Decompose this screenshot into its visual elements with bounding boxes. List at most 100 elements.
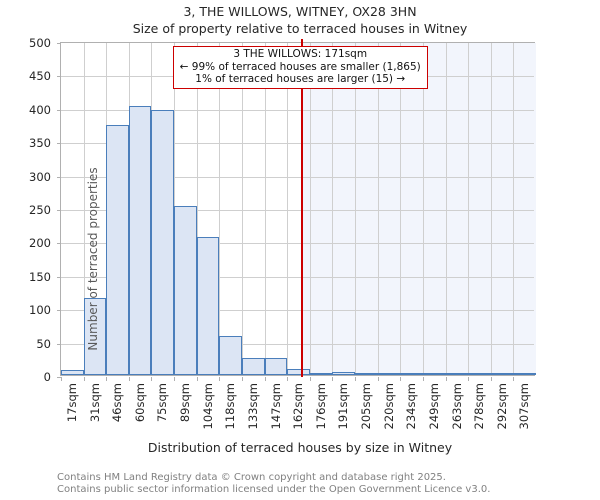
gridline-vertical [446, 43, 447, 375]
gridline-vertical [513, 43, 514, 375]
annotation-line-2: ← 99% of terraced houses are smaller (1,… [179, 60, 421, 73]
x-axis-tick [468, 377, 470, 381]
histogram-bar [490, 373, 514, 375]
histogram-bar [151, 110, 175, 375]
gridline-vertical [355, 43, 356, 375]
histogram-bar [309, 373, 333, 375]
x-axis-tick [196, 377, 198, 381]
chart-title-block: 3, THE WILLOWS, WITNEY, OX28 3HN Size of… [0, 3, 600, 37]
x-axis-tick [309, 377, 311, 381]
y-axis-tick [57, 210, 61, 211]
x-axis-tick-label: 205sqm [359, 383, 374, 430]
gridline-vertical [287, 43, 288, 375]
y-axis-tick-label: 400 [29, 102, 51, 117]
x-axis-tick [83, 377, 85, 381]
y-axis-tick [57, 243, 61, 245]
gridline-vertical [378, 43, 379, 375]
gridline-horizontal [61, 109, 534, 111]
gridline-vertical [197, 43, 198, 375]
histogram-bar [196, 237, 220, 375]
histogram-bar [377, 373, 401, 375]
x-axis-tick-label: 191sqm [336, 383, 351, 430]
y-axis-tick [57, 343, 61, 345]
page-title: 3, THE WILLOWS, WITNEY, OX28 3HN [183, 4, 417, 19]
x-axis-tick [400, 377, 402, 381]
gridline-vertical [423, 43, 424, 375]
histogram-bar [445, 373, 469, 375]
histogram-bar [128, 106, 152, 375]
x-axis-tick-label: 234sqm [404, 383, 419, 430]
histogram-bar [106, 125, 129, 375]
x-axis-tick-label: 46sqm [110, 383, 125, 423]
y-axis-tick-label: 500 [29, 36, 51, 50]
property-size-marker-line [301, 39, 304, 377]
x-axis-tick-label: 60sqm [132, 383, 147, 423]
gridline-vertical [332, 43, 333, 375]
gridline-vertical [265, 43, 266, 375]
histogram-bar [241, 358, 265, 375]
histogram-bar [513, 373, 536, 375]
footer-attribution: Contains HM Land Registry data © Crown c… [57, 472, 597, 495]
gridline-horizontal [61, 176, 534, 178]
histogram-bar [422, 373, 446, 375]
histogram-bar [332, 371, 356, 375]
gridline-vertical [84, 43, 85, 375]
y-axis-tick [57, 143, 61, 145]
x-axis-tick [287, 377, 289, 381]
gridline-vertical [219, 43, 220, 375]
plot-area: 0 50 100 150 200 250 300 350 400 450 500 17sqm 31sq… [29, 36, 536, 429]
x-axis-tick [264, 377, 266, 381]
histogram-bar [61, 369, 84, 375]
chart-subtitle: Size of property relative to terraced ho… [132, 21, 468, 36]
x-axis-tick [377, 377, 379, 381]
y-axis-tick [57, 176, 61, 178]
x-axis-tick [241, 377, 243, 381]
gridline-vertical [491, 43, 492, 375]
x-axis-tick [174, 377, 176, 381]
gridline-horizontal [61, 143, 534, 145]
x-axis-tick-label: 220sqm [381, 383, 396, 430]
histogram-bar [400, 373, 423, 375]
y-axis-tick-label: 450 [29, 69, 51, 84]
x-axis-tick [106, 377, 108, 381]
histogram-bar [355, 373, 378, 375]
gridline-horizontal [61, 310, 534, 312]
annotation-line-3: 1% of terraced houses are larger (15) → [195, 73, 406, 85]
x-axis-tick [445, 377, 447, 381]
x-axis-tick-label: 292sqm [494, 383, 509, 430]
gridline-vertical [400, 43, 401, 375]
y-axis-tick-label: 200 [29, 236, 51, 251]
shaded-region-larger [301, 43, 536, 375]
y-axis-tick-label: 150 [29, 269, 51, 284]
x-axis-tick [422, 377, 424, 381]
y-axis-title: Number of terraced properties [86, 167, 100, 351]
y-axis-tick [57, 310, 61, 312]
gridline-vertical [468, 43, 469, 375]
x-axis-tick [332, 377, 334, 381]
histogram-bar [287, 369, 310, 375]
x-axis-tick-label: 75sqm [155, 383, 170, 423]
x-axis-tick [219, 377, 221, 381]
y-axis-tick-label: 250 [29, 203, 51, 217]
x-axis-tick [61, 377, 62, 381]
y-axis-tick [57, 76, 61, 78]
x-axis-tick-label: 263sqm [449, 383, 464, 430]
x-axis-tick-label: 176sqm [313, 383, 328, 430]
histogram-bar [83, 297, 107, 375]
x-axis-tick [513, 377, 515, 381]
y-axis-tick-label: 0 [43, 370, 51, 384]
y-axis-tick-label: 350 [29, 136, 51, 151]
marker-annotation-box: 3 THE WILLOWS: 171sqm ← 99% of terraced … [172, 46, 428, 89]
gridline-horizontal [61, 276, 534, 278]
y-axis-tick [57, 377, 61, 378]
y-axis-tick-label: 50 [36, 336, 51, 351]
x-axis-tick-label: 278sqm [472, 383, 487, 430]
x-axis-tick-label: 147sqm [268, 383, 283, 430]
x-axis-tick-label: 118sqm [223, 383, 238, 430]
x-axis-tick-label: 17sqm [65, 383, 79, 423]
histogram-bar [468, 373, 491, 375]
x-axis-tick [151, 377, 153, 381]
gridline-horizontal [61, 343, 534, 345]
y-axis-tick-label: 300 [29, 169, 51, 184]
